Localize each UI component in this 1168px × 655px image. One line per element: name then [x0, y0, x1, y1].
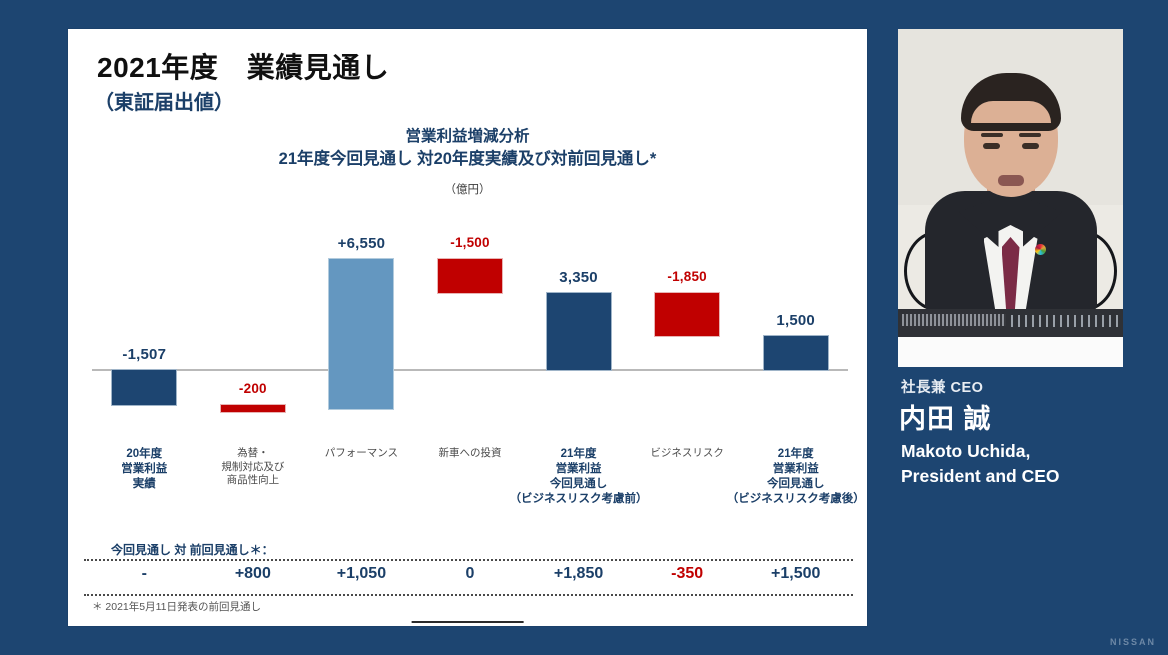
category-label: 20年度 営業利益 実績 [121, 448, 168, 490]
bar-value-label: 1,500 [776, 311, 815, 329]
conference-desk [898, 337, 1123, 367]
speaker-brow-right [1018, 133, 1041, 137]
chart-title-line1: 営業利益増減分析 [405, 128, 530, 145]
speaker-brow-left [980, 133, 1003, 137]
comparison-value: - [141, 565, 147, 582]
console-vents [902, 314, 1006, 326]
speaker-tie [1001, 237, 1020, 311]
comparison-value: 0 [465, 565, 475, 582]
comparison-values-row: - +800 +1,050 0 +1,850 -350 +1,500 [90, 565, 850, 591]
comparison-value: +800 [234, 565, 271, 582]
waterfall-chart: -1,507 -200 +6,550 -1,500 3,350 -1,850 1,500 [90, 194, 850, 439]
bar-value-label: -1,507 [122, 346, 167, 363]
chart-bar [436, 258, 503, 295]
slide-panel: 2021年度 業績見通し （東証届出値） 営業利益増減分析 21年度今回見通し … [68, 29, 867, 626]
zero-axis-line [92, 369, 848, 371]
comparison-value: -350 [671, 565, 704, 582]
chart-bar [328, 258, 395, 411]
chart-column: -1,500 [416, 194, 525, 439]
speaker-video-feed[interactable] [898, 29, 1123, 367]
chart-title-line2: 21年度今回見通し 対20年度実績及び対前回見通し* [278, 149, 657, 168]
speaker-eye-right [1021, 143, 1039, 149]
chart-bar [545, 292, 612, 371]
page-title: 2021年度 業績見通し [97, 52, 390, 83]
chart-column: -1,850 [633, 194, 742, 439]
category-label: ビジネスリスク [650, 447, 724, 459]
bar-value-label: -200 [238, 380, 267, 396]
speaker-panel: 社長兼 CEO 内田 誠 Makoto Uchida, President an… [896, 29, 1168, 626]
chart-bar [219, 403, 286, 413]
footnote: ＊ 2021年5月11日発表の前回見通し [92, 601, 262, 613]
category-label: 21年度 営業利益 今回見通し （ビジネスリスク考慮後） [726, 448, 865, 505]
comparison-value: +1,850 [553, 565, 604, 582]
speaker-role: 社長兼 CEO [901, 380, 984, 396]
chart-title: 営業利益増減分析 21年度今回見通し 対20年度実績及び対前回見通し* [68, 127, 867, 170]
chart-column: -200 [199, 194, 308, 439]
logo-rule-top [411, 621, 524, 623]
comparison-rule-bottom [84, 594, 853, 596]
speaker-name-jp: 内田 誠 [899, 404, 992, 434]
comparison-value: +1,500 [771, 565, 821, 582]
sdg-pin-icon [1034, 244, 1046, 255]
category-label: 21年度 営業利益 今回見通し （ビジネスリスク考慮前） [509, 448, 648, 505]
comparison-row-header: 今回見通し 対 前回見通し＊： [111, 543, 274, 557]
bar-value-label: +6,550 [337, 235, 386, 253]
chart-column: -1,507 [90, 194, 199, 439]
category-label: 為替・ 規制対応及び 商品性向上 [221, 447, 285, 487]
chart-column: 3,350 [524, 194, 633, 439]
chart-unit-label: （億円） [444, 184, 491, 196]
chart-bar [654, 292, 721, 337]
bar-value-label: -1,500 [450, 235, 490, 251]
comparison-value: +1,050 [336, 565, 387, 582]
chart-bar [762, 334, 829, 371]
speaker-name-en: Makoto Uchida, President and CEO [901, 441, 1060, 487]
speaker-hair [960, 73, 1061, 131]
chart-column: 1,500 [741, 194, 850, 439]
chart-bar [111, 369, 178, 406]
logo-wordmark: NISSAN [411, 625, 524, 627]
category-label: パフォーマンス [324, 447, 399, 459]
bar-value-label: -1,850 [667, 269, 707, 285]
nissan-logo: NISSAN MOTOR CORPORATION [411, 621, 524, 626]
speaker-mouth [997, 175, 1024, 186]
page-subtitle: （東証届出値） [94, 92, 234, 114]
console-buttons [1011, 315, 1119, 327]
conference-console [898, 309, 1123, 339]
chart-column: +6,550 [307, 194, 416, 439]
corner-brand-logo: NISSAN [1109, 637, 1156, 647]
bar-value-label: 3,350 [559, 269, 598, 287]
speaker-eye-left [982, 143, 1000, 149]
category-label: 新車への投資 [438, 447, 502, 459]
category-axis-labels: 20年度 営業利益 実績 為替・ 規制対応及び 商品性向上 パフォーマンス 新車への投… [90, 447, 864, 527]
comparison-rule-top [84, 559, 853, 561]
